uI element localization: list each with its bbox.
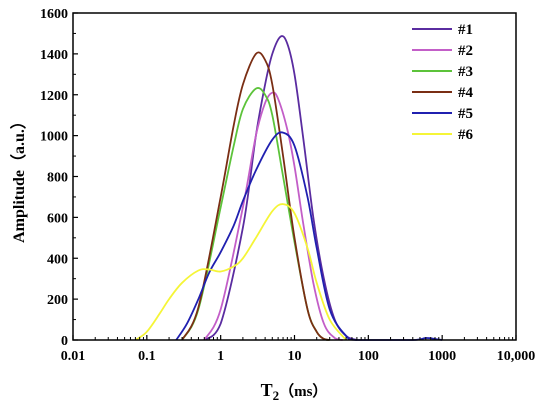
y-tick-label: 200 <box>47 293 68 308</box>
legend-label-6: #6 <box>458 127 474 143</box>
series-line-2 <box>203 91 343 341</box>
y-axis-title: Amplitude（a.u.） <box>10 113 28 243</box>
series-lines <box>134 35 443 341</box>
series-line-4 <box>181 51 330 341</box>
y-tick-label: 1600 <box>40 7 68 22</box>
series-line-5 <box>175 131 443 341</box>
y-tick-label: 1400 <box>40 48 68 63</box>
legend: #1 #2 #3 #4 #5 #6 <box>412 22 474 143</box>
x-axis-title-unit: （ms） <box>279 382 327 400</box>
legend-label-5: #5 <box>458 106 473 122</box>
x-tick-label: 10,000 <box>497 349 536 364</box>
x-tick-label: 0.01 <box>61 349 86 364</box>
x-axis-title-main: T <box>261 380 273 400</box>
x-tick-label: 1 <box>217 349 224 364</box>
x-tick-label: 1000 <box>428 349 456 364</box>
x-tick-label: 10 <box>288 349 302 364</box>
x-axis-title-subscript: 2 <box>273 388 280 403</box>
y-tick-label: 600 <box>47 211 68 226</box>
legend-label-1: #1 <box>458 22 473 38</box>
series-line-6 <box>134 203 347 341</box>
y-tick-label: 1200 <box>40 89 68 104</box>
axis-ticks <box>72 12 517 341</box>
series-line-3 <box>181 87 330 341</box>
y-tick-label: 1000 <box>40 130 68 145</box>
x-tick-label: 0.1 <box>138 349 156 364</box>
legend-label-3: #3 <box>458 64 473 80</box>
legend-label-2: #2 <box>458 43 473 59</box>
tick-labels: 0.01 0.1 1 10 100 1000 10,000 0 200 400 600 800 1000… <box>40 7 535 364</box>
plot-frame <box>72 12 517 341</box>
y-tick-label: 400 <box>47 252 68 267</box>
x-tick-label: 100 <box>358 349 379 364</box>
legend-label-4: #4 <box>458 85 474 101</box>
series-line-1 <box>203 35 358 341</box>
y-tick-label: 800 <box>47 171 68 186</box>
y-tick-label: 0 <box>61 334 68 349</box>
x-axis-title: T2（ms） <box>261 380 328 403</box>
